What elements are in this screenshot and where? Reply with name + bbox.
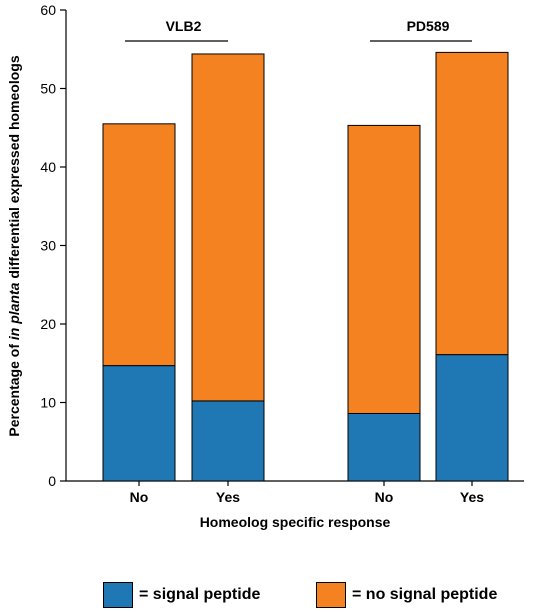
y-axis-title-part-1: Percentage of [6, 340, 22, 436]
group-label-pd589: PD589 [407, 18, 450, 34]
bar-segment-no-signal-3 [347, 124, 421, 414]
y-tick-label: 20 [40, 316, 56, 332]
y-tick-label: 40 [40, 159, 56, 175]
legend-label-signal: = signal peptide [139, 586, 261, 603]
x-category-labels: No Yes No Yes [130, 481, 484, 505]
group-label-vlb2: VLB2 [166, 18, 202, 34]
legend-swatch-signal [103, 582, 133, 608]
bar-segment-signal-3 [347, 412, 421, 482]
x-category-label: No [375, 489, 394, 505]
y-ticks: 0 10 20 30 40 50 60 [40, 2, 66, 489]
y-axis-title-part-2: differential expressed homeologs [6, 55, 22, 282]
bars [102, 51, 509, 482]
legend-no-signal-peptide: = no signal peptide [316, 582, 497, 608]
stacked-bar-chart: 0 10 20 30 40 50 60 No Yes No Yes VLB2 PD589 Homeo… [6, 2, 524, 530]
legend-signal-peptide: = signal peptide [103, 582, 260, 608]
legend-label-no-signal: = no signal peptide [352, 586, 498, 603]
y-tick-label: 0 [48, 473, 56, 489]
y-tick-label: 60 [40, 2, 56, 18]
x-category-label: No [130, 489, 149, 505]
y-tick-label: 50 [40, 81, 56, 97]
y-tick-label: 30 [40, 238, 56, 254]
x-category-label: Yes [460, 489, 484, 505]
bar-segment-signal-1 [102, 365, 176, 482]
bar-segment-signal-4 [435, 354, 509, 482]
y-axis-title-italic: in planta [6, 282, 22, 340]
legend-swatch-no-signal [316, 582, 346, 608]
bar-segment-no-signal-1 [102, 123, 176, 367]
y-tick-label: 10 [40, 395, 56, 411]
group-labels: VLB2 PD589 [125, 18, 472, 42]
bar-segment-no-signal-4 [435, 51, 509, 356]
bar-segment-no-signal-2 [191, 53, 265, 402]
y-axis-title: Percentage of in planta differential exp… [6, 55, 22, 436]
bar-segment-signal-2 [191, 400, 265, 482]
x-category-label: Yes [216, 489, 240, 505]
x-axis-title: Homeolog specific response [200, 514, 391, 530]
